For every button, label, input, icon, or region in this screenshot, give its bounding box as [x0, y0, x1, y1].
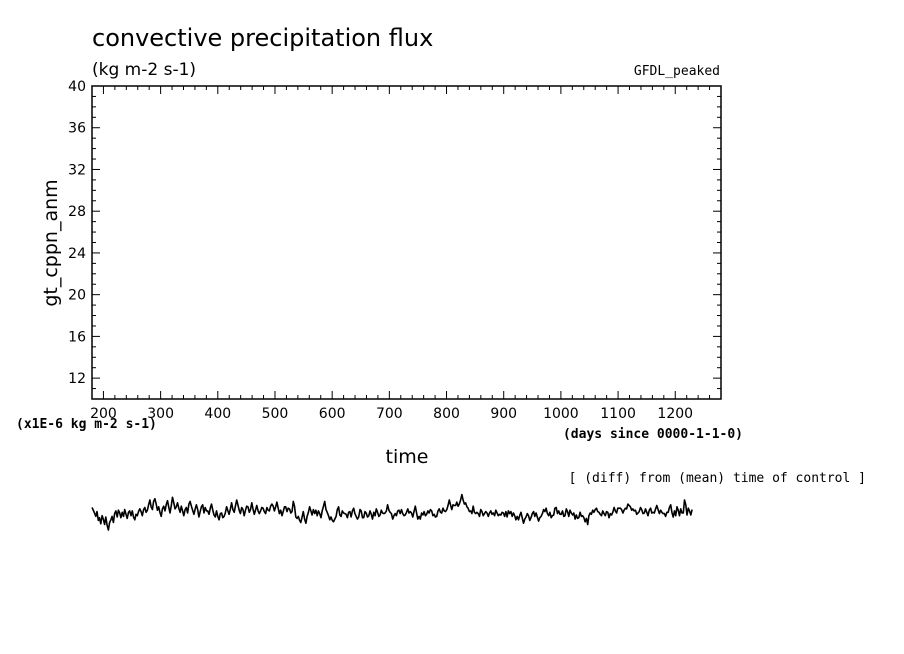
y-axis-label: gt_cppn_anm [40, 179, 62, 306]
y-tick-label: 12 [68, 371, 86, 387]
y-tick-label: 36 [68, 121, 86, 137]
chart-title: convective precipitation flux [92, 24, 433, 52]
x-tick-label: 600 [319, 406, 346, 422]
x-tick-label: 300 [147, 406, 174, 422]
x-tick-label: 500 [262, 406, 289, 422]
y-tick-label: 16 [68, 329, 86, 345]
x-tick-label: 1000 [543, 406, 579, 422]
x-axis-label: time [386, 446, 429, 468]
dataset-label: GFDL_peaked [634, 64, 720, 79]
y-axis: 12 16 20 24 28 32 36 40 [68, 79, 721, 400]
series-line [91, 493, 693, 531]
x-axis: 200 300 400 500 600 700 800 900 1000 1100 1200 [90, 86, 722, 422]
x-tick-label: 800 [433, 406, 460, 422]
diff-note: [ (diff) from (mean) time of control ] [569, 471, 866, 486]
x-tick-label: 900 [490, 406, 517, 422]
x-units-label: (days since 0000-1-1-0) [563, 427, 743, 442]
chart-units: (kg m-2 s-1) [92, 60, 196, 80]
x-tick-label: 400 [204, 406, 231, 422]
x-tick-label: 200 [90, 406, 117, 422]
y-tick-label: 24 [68, 246, 86, 262]
x-tick-label: 1100 [600, 406, 636, 422]
y-tick-label: 40 [68, 79, 86, 95]
x-tick-label: 1200 [657, 406, 693, 422]
y-tick-label: 32 [68, 162, 86, 178]
x-tick-label: 700 [376, 406, 403, 422]
plot-frame [91, 85, 722, 400]
y-scale-note: (x1E-6 kg m-2 s-1) [16, 417, 157, 432]
y-tick-label: 28 [68, 204, 86, 220]
y-tick-label: 20 [68, 288, 86, 304]
